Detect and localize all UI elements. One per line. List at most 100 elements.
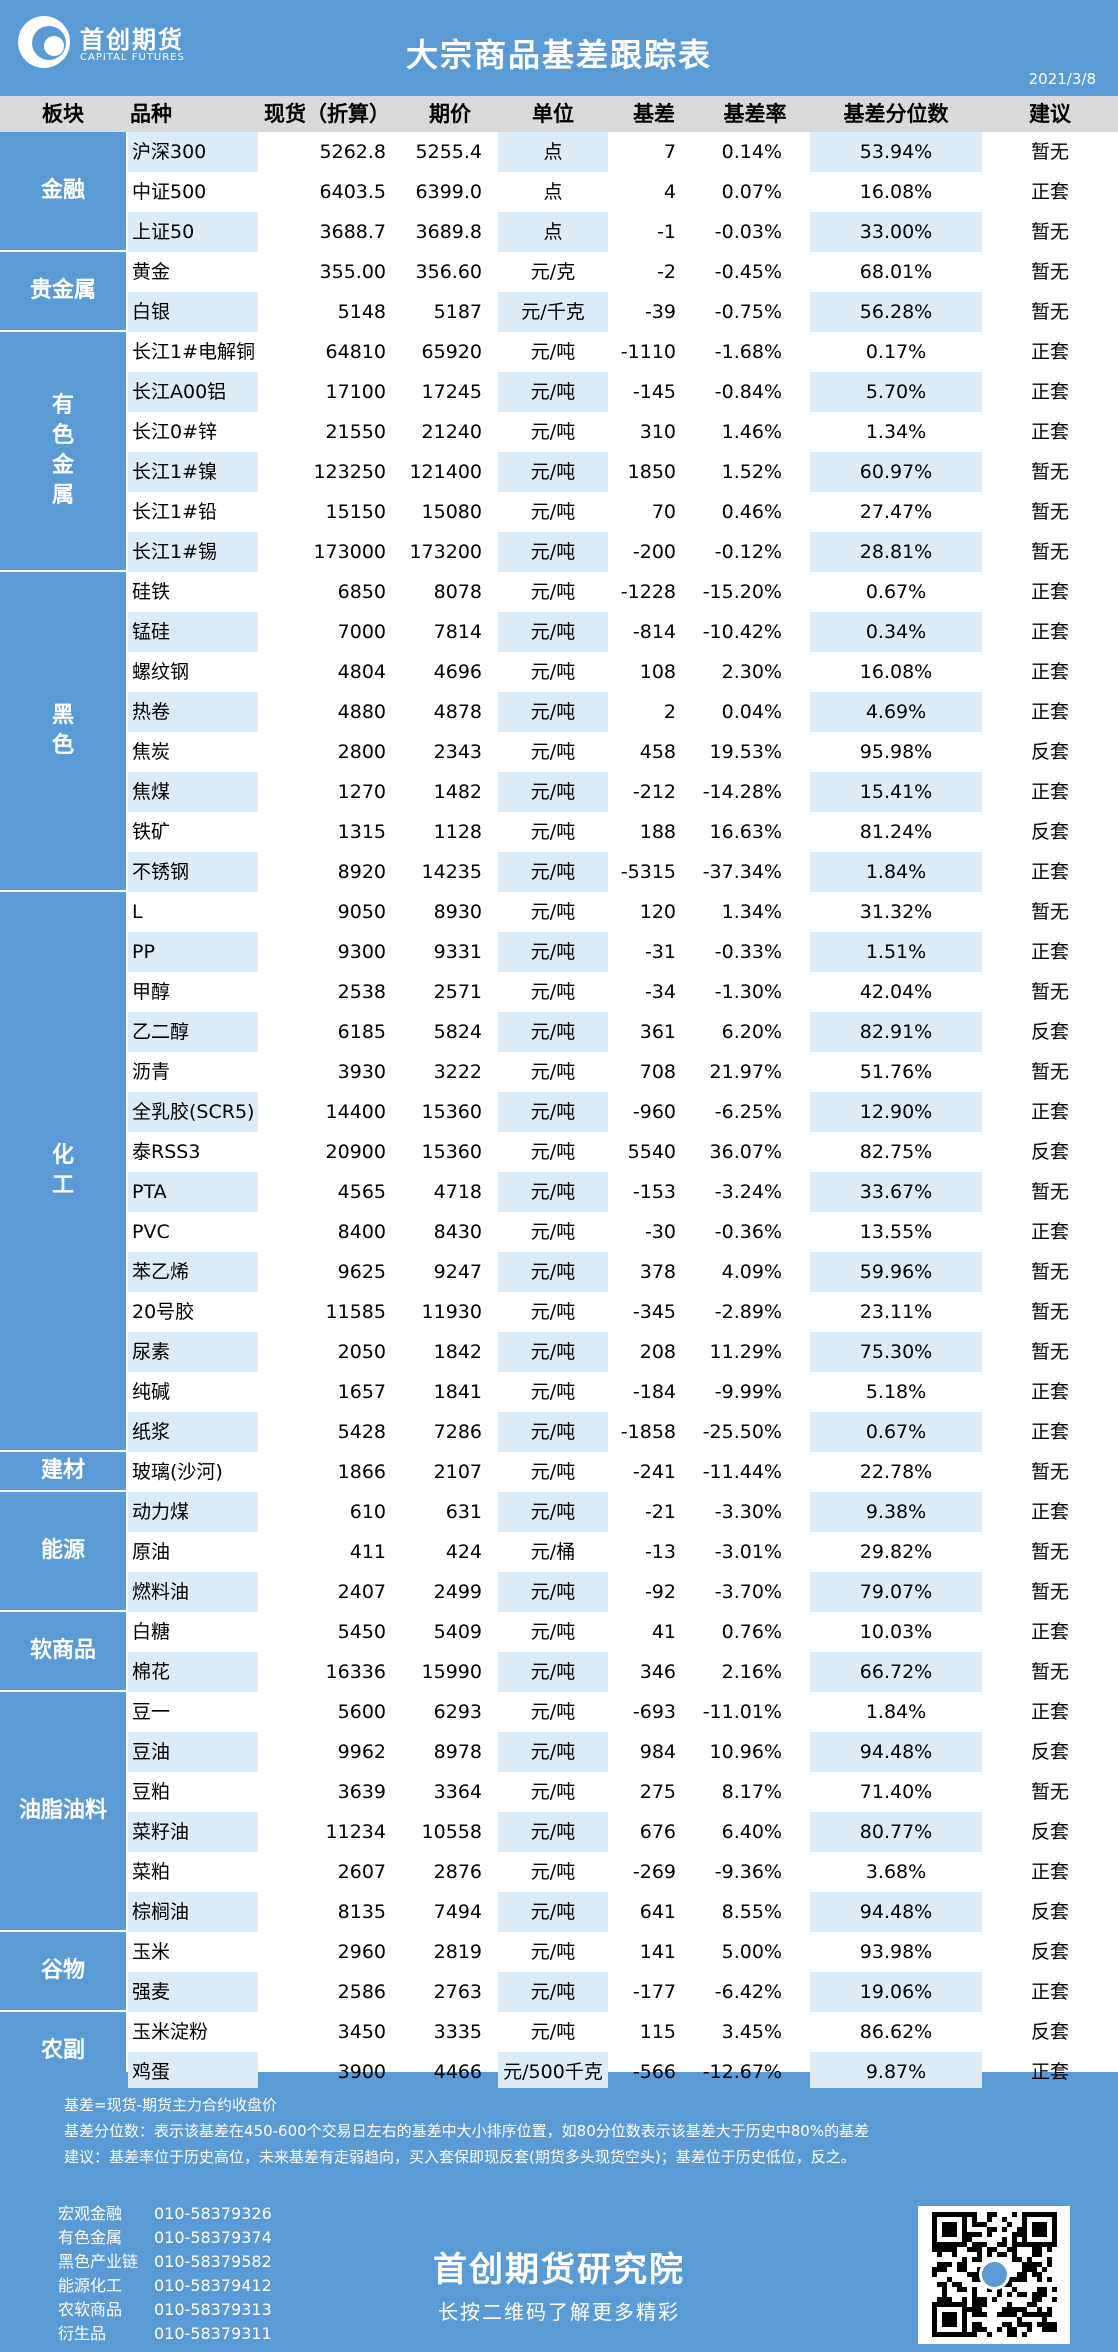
table-row: 纸浆 5428 7286 元/吨 -1858 -25.50% 0.67% 正套 (0, 1412, 1118, 1452)
cell-spot: 5450 (337, 1621, 386, 1643)
cell-percentile: 1.51% (810, 932, 982, 972)
cell-basis: -31 (644, 941, 676, 963)
company-logo: 首创期货 CAPITAL FUTURES (18, 12, 218, 72)
cell-name: 纸浆 (128, 1412, 258, 1452)
cell-advice: 正套 (1030, 1421, 1069, 1443)
cell-name: 硅铁 (132, 581, 171, 603)
qr-code-icon (932, 2212, 1057, 2337)
cell-rate: 4.09% (721, 1261, 782, 1283)
cell-advice: 暂无 (1030, 901, 1069, 923)
cell-advice: 正套 (1030, 781, 1069, 803)
table-row: 黄金 355.00 356.60 元/克 -2 -0.45% 68.01% 暂无 (0, 252, 1118, 292)
cell-percentile: 94.48% (810, 1892, 982, 1932)
cell-name: 全乳胶(SCR5) (128, 1092, 258, 1132)
sector-label: 软商品 (0, 1612, 126, 1692)
cell-name: L (132, 901, 143, 923)
cell-basis: 310 (639, 421, 676, 443)
cell-futures: 5187 (433, 301, 482, 323)
cell-futures: 631 (445, 1501, 482, 1523)
cell-advice: 正套 (1030, 381, 1069, 403)
cell-percentile: 9.87% (810, 2052, 982, 2092)
table-row: 玉米淀粉 3450 3335 元/吨 115 3.45% 86.62% 反套 (0, 2012, 1118, 2052)
cell-name: 长江A00铝 (128, 372, 258, 412)
cell-unit: 点 (543, 181, 563, 203)
table-row: 鸡蛋 3900 4466 元/500千克 -566 -12.67% 9.87% 正套 (0, 2052, 1118, 2092)
cell-unit: 元/500千克 (498, 2052, 608, 2092)
cell-basis: 346 (639, 1661, 676, 1683)
contact-phone: 010-58379412 (154, 2276, 272, 2295)
qr-code[interactable] (918, 2206, 1070, 2344)
cell-futures: 7814 (433, 621, 482, 643)
table-row: 白糖 5450 5409 元/吨 41 0.76% 10.03% 正套 (0, 1612, 1118, 1652)
cell-basis: -39 (644, 301, 676, 323)
cell-name: 螺纹钢 (132, 661, 190, 683)
slogan: 长按二维码了解更多精彩 (438, 2300, 680, 2324)
cell-spot: 14400 (325, 1101, 386, 1123)
cell-unit: 元/吨 (498, 1652, 608, 1692)
page-title: 大宗商品基差跟踪表 (405, 36, 712, 74)
cell-name: 不锈钢 (128, 852, 258, 892)
cell-rate: -6.42% (714, 1981, 782, 2003)
sector-name: 能源 (40, 1538, 85, 1563)
cell-percentile: 12.90% (810, 1092, 982, 1132)
contact-phone: 010-58379313 (154, 2300, 272, 2319)
cell-name: 豆粕 (132, 1781, 171, 1803)
cell-name: 长江1#镍 (128, 452, 258, 492)
cell-unit: 元/吨 (530, 1621, 576, 1643)
cell-percentile: 93.98% (859, 1941, 933, 1963)
logo-subtitle: CAPITAL FUTURES (80, 52, 185, 63)
cell-rate: -3.24% (714, 1181, 782, 1203)
cell-percentile: 13.55% (859, 1221, 933, 1243)
table-row: PTA 4565 4718 元/吨 -153 -3.24% 33.67% 暂无 (0, 1172, 1118, 1212)
cell-percentile: 0.34% (810, 612, 982, 652)
cell-basis: 2 (663, 701, 676, 723)
cell-advice: 正套 (1030, 1101, 1069, 1123)
cell-percentile: 29.82% (859, 1541, 933, 1563)
cell-spot: 2607 (337, 1861, 386, 1883)
cell-advice: 反套 (1030, 821, 1069, 843)
cell-rate: -0.36% (714, 1221, 782, 1243)
table-row: 白银 5148 5187 元/千克 -39 -0.75% 56.28% 暂无 (0, 292, 1118, 332)
table-row: 长江1#锡 173000 173200 元/吨 -200 -0.12% 28.81% 暂无 (0, 532, 1118, 572)
cell-rate: -1.30% (714, 981, 782, 1003)
cell-unit: 元/吨 (530, 2021, 576, 2043)
cell-unit: 元/吨 (530, 821, 576, 843)
contact-label: 衍生品 (58, 2324, 107, 2343)
cell-basis: -814 (632, 621, 676, 643)
cell-name: 豆一 (132, 1701, 171, 1723)
cell-futures: 2107 (433, 1461, 482, 1483)
cell-advice: 暂无 (1030, 1301, 1069, 1323)
cell-unit: 元/桶 (530, 1541, 576, 1563)
table-row: 长江0#锌 21550 21240 元/吨 310 1.46% 1.34% 正套 (0, 412, 1118, 452)
cell-basis: 708 (639, 1061, 676, 1083)
cell-futures: 8978 (433, 1741, 482, 1763)
cell-unit: 元/吨 (498, 772, 608, 812)
cell-unit: 元/吨 (498, 1092, 608, 1132)
cell-rate: -0.12% (714, 541, 782, 563)
cell-rate: -37.34% (702, 861, 782, 883)
cell-basis: -21 (644, 1501, 676, 1523)
cell-rate: -25.50% (702, 1421, 782, 1443)
cell-basis: 676 (639, 1821, 676, 1843)
cell-basis: 108 (639, 661, 676, 683)
cell-unit: 元/吨 (530, 1941, 576, 1963)
cell-name: 豆油 (128, 1732, 258, 1772)
cell-futures: 2571 (433, 981, 482, 1003)
cell-rate: 11.29% (709, 1341, 782, 1363)
cell-name: 菜籽油 (128, 1812, 258, 1852)
cell-basis: -92 (644, 1581, 676, 1603)
cell-futures: 3335 (433, 2021, 482, 2043)
cell-spot: 9625 (337, 1261, 386, 1283)
cell-basis: -184 (632, 1381, 676, 1403)
sector-name: 农副 (40, 2038, 85, 2063)
cell-basis: 115 (639, 2021, 676, 2043)
contact-label: 有色金属 (58, 2228, 123, 2247)
col-header-percentile: 基差分位数 (843, 102, 949, 126)
table-row: 螺纹钢 4804 4696 元/吨 108 2.30% 16.08% 正套 (0, 652, 1118, 692)
sector-label: 金融 (0, 132, 126, 252)
cell-advice: 正套 (1030, 1501, 1069, 1523)
cell-unit: 元/吨 (530, 1861, 576, 1883)
cell-unit: 元/吨 (530, 501, 576, 523)
cell-basis: 120 (639, 901, 676, 923)
cell-spot: 3930 (337, 1061, 386, 1083)
